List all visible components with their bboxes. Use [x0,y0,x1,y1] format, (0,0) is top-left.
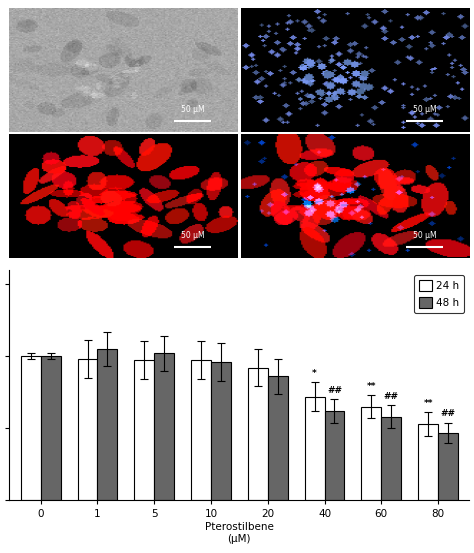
Text: ##: ## [327,386,342,395]
Text: *: * [312,369,317,378]
Bar [21,356,41,500]
Bar [78,359,98,500]
Text: 50 μM: 50 μM [412,231,436,239]
Bar [438,432,458,500]
Text: 50 μM: 50 μM [412,105,436,114]
Text: ##: ## [440,409,456,418]
Text: 50 μM: 50 μM [181,105,205,114]
X-axis label: Pterostilbene
(μM): Pterostilbene (μM) [205,522,274,544]
Bar [191,360,211,500]
Text: 50 μM: 50 μM [181,231,205,239]
Text: **: ** [423,399,433,408]
Bar [381,417,401,500]
Bar [361,406,381,500]
Bar [134,360,154,500]
Legend: 24 h, 48 h: 24 h, 48 h [414,275,464,313]
Text: **: ** [366,382,376,391]
Bar [98,349,118,500]
Bar [325,411,345,500]
Bar [41,356,61,500]
Bar [248,368,268,500]
Text: ##: ## [384,392,399,401]
Bar [305,397,325,500]
Bar [211,362,231,500]
Bar [268,377,288,500]
Bar [154,353,174,500]
Bar [418,424,438,500]
